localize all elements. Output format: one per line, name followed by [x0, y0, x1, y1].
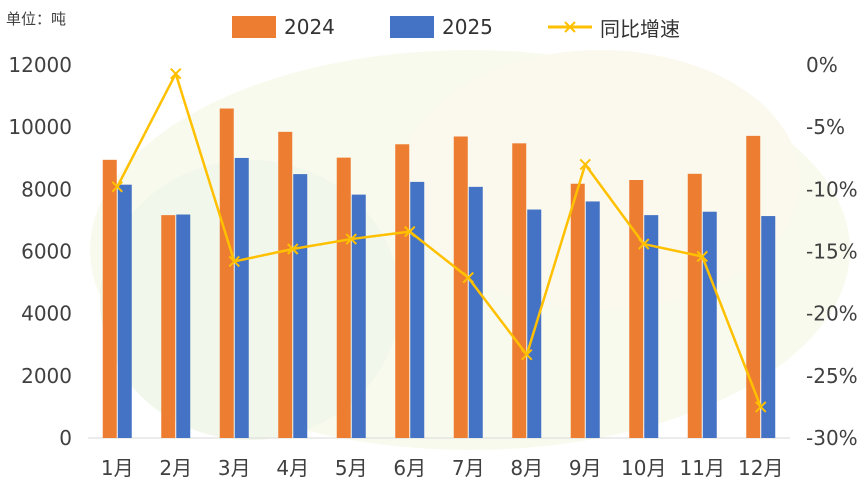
growth-marker-stroke	[170, 67, 182, 80]
growth-point	[345, 233, 357, 245]
bar-2024	[746, 135, 761, 438]
right-tick-label: -15%	[806, 240, 858, 264]
left-tick-label: 6000	[21, 240, 72, 264]
growth-marker-stroke	[696, 250, 708, 263]
right-axis-ticks: -30% -25% -20% -15% -10% -5% 0%	[806, 53, 858, 450]
right-tick-label: -25%	[806, 364, 858, 388]
growth-marker-stroke	[111, 181, 123, 193]
category-label: 10月	[621, 456, 666, 480]
bar-2024	[687, 173, 702, 438]
growth-point	[696, 250, 708, 263]
growth-point	[579, 158, 591, 171]
growth-marker-stroke	[579, 158, 591, 171]
category-label: 2月	[159, 456, 192, 480]
bar-2024	[512, 143, 527, 438]
legend-swatch-2025	[390, 16, 434, 38]
category-label: 3月	[218, 456, 251, 480]
legend-item-2025: 2025	[390, 12, 493, 42]
legend-label-2024: 2024	[284, 15, 335, 39]
bar-2024	[219, 108, 234, 439]
growth-marker-stroke	[287, 243, 299, 255]
growth-marker-stroke	[228, 255, 240, 268]
left-tick-label: 10000	[8, 115, 72, 139]
growth-point	[228, 255, 240, 268]
category-label: 1月	[101, 456, 134, 480]
category-label: 7月	[452, 456, 485, 480]
growth-point	[404, 225, 416, 238]
category-label: 5月	[335, 456, 368, 480]
bar-2024	[453, 136, 468, 438]
right-tick-label: -20%	[806, 302, 858, 326]
legend-item-growth: 同比增速	[548, 12, 680, 42]
legend-item-2024: 2024	[232, 12, 335, 42]
category-label: 12月	[738, 456, 783, 480]
left-tick-label: 4000	[21, 302, 72, 326]
growth-marker-stroke	[404, 225, 416, 238]
bar-2025	[585, 201, 600, 438]
growth-point	[462, 271, 474, 284]
right-tick-label: -30%	[806, 426, 858, 450]
legend-line-growth	[548, 21, 592, 33]
bars-group	[102, 108, 776, 439]
unit-label: 单位：吨	[6, 10, 67, 28]
bar-2025	[761, 216, 776, 438]
category-label: 4月	[276, 456, 309, 480]
bar-2025	[117, 184, 132, 438]
legend-label-growth: 同比增速	[600, 16, 680, 41]
left-axis-ticks: 0 2000 4000 6000 8000 10000 12000	[8, 53, 72, 450]
bar-2025	[176, 214, 191, 438]
bar-2024	[395, 144, 410, 438]
growth-marker-stroke	[462, 271, 474, 284]
left-tick-label: 2000	[21, 364, 72, 388]
category-label: 11月	[680, 456, 725, 480]
bar-2025	[527, 209, 542, 438]
bar-2025	[293, 174, 308, 439]
bar-2024	[161, 215, 176, 438]
growth-line	[116, 72, 762, 408]
bar-2024	[570, 183, 585, 438]
bar-2024	[278, 131, 293, 438]
growth-point	[521, 348, 533, 361]
bar-2025	[702, 211, 717, 438]
right-tick-label: 0%	[806, 53, 838, 77]
left-tick-label: 8000	[21, 177, 72, 201]
legend-swatch-2024	[232, 16, 276, 38]
x-axis-categories: 1月 2月 3月 4月 5月 6月 7月 8月 9月 10月 11月 12月	[101, 456, 784, 480]
bar-2025	[468, 186, 483, 438]
bar-2025	[234, 157, 249, 439]
category-label: 9月	[569, 456, 602, 480]
legend-label-2025: 2025	[442, 15, 493, 39]
bar-2024	[629, 180, 644, 438]
bar-2025	[351, 194, 366, 438]
growth-point	[755, 401, 767, 413]
right-tick-label: -10%	[806, 177, 858, 201]
right-tick-label: -5%	[806, 115, 845, 139]
growth-marker-stroke	[345, 233, 357, 245]
bar-2024	[336, 157, 351, 438]
growth-point	[638, 238, 650, 250]
growth-marker-stroke	[755, 401, 767, 413]
bar-2025	[644, 215, 659, 438]
category-label: 8月	[510, 456, 543, 480]
growth-marker-stroke	[638, 238, 650, 250]
category-label: 6月	[393, 456, 426, 480]
growth-point	[287, 243, 299, 255]
legend: 2024 2025 同比增速	[0, 12, 867, 42]
bar-2024	[102, 159, 117, 438]
growth-point	[170, 67, 182, 80]
bar-2025	[410, 181, 425, 438]
left-tick-label: 12000	[8, 53, 72, 77]
left-tick-label: 0	[59, 426, 72, 450]
growth-line-group	[111, 67, 767, 413]
growth-marker-stroke	[521, 348, 533, 361]
growth-point	[111, 181, 123, 193]
